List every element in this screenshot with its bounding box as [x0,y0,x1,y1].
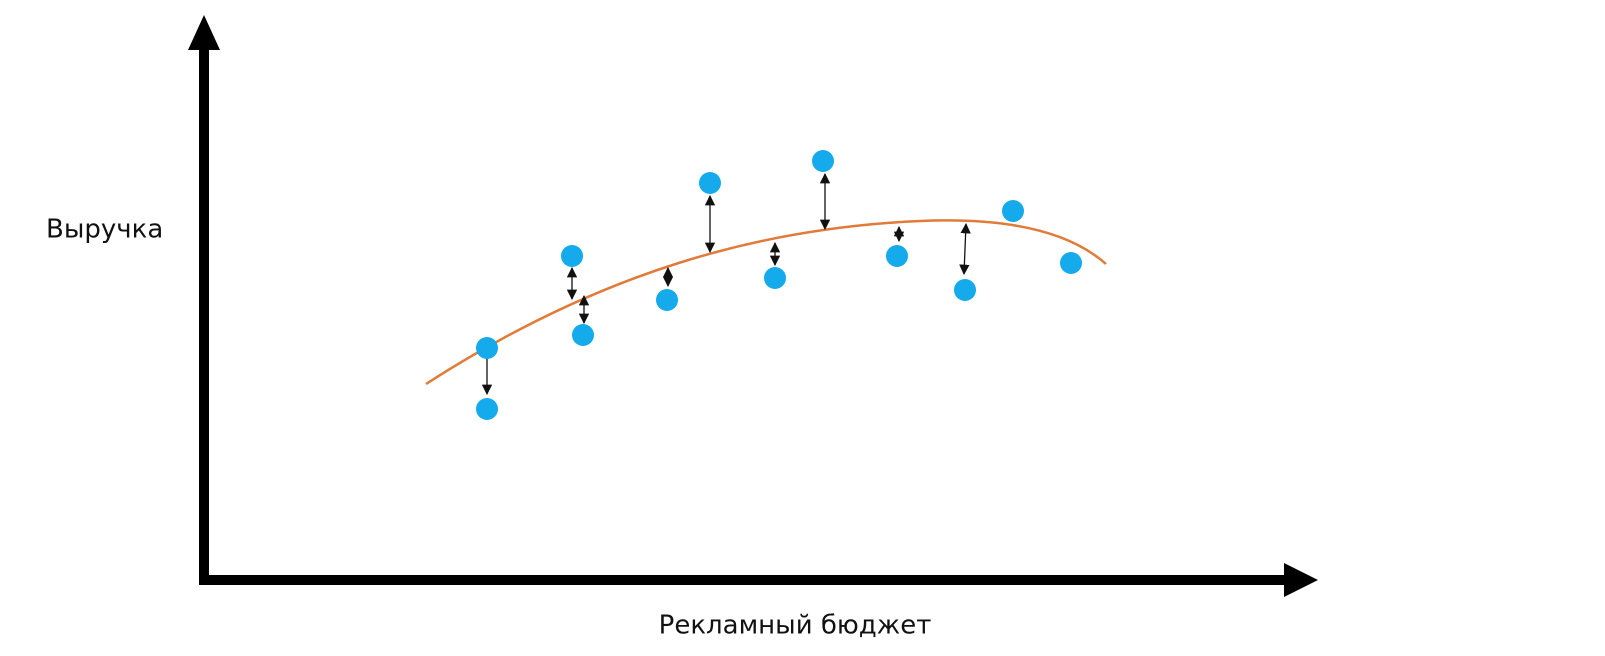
point [699,172,721,194]
fit-curve [425,219,1107,386]
point [572,324,594,346]
residual-arrow [959,222,971,276]
x-axis-label: Рекламный бюджет [659,611,932,641]
point [561,245,583,267]
point [1060,252,1082,274]
y-axis-arrow [188,15,220,50]
point [954,279,976,301]
x-axis-arrow [1284,563,1318,597]
point [1002,200,1024,222]
point [764,267,786,289]
y-axis-label: Выручка [46,215,163,245]
point [812,150,834,172]
point [476,337,498,359]
point [886,245,908,267]
point [476,398,498,420]
points [476,150,1082,420]
residuals [481,172,971,396]
point [656,289,678,311]
